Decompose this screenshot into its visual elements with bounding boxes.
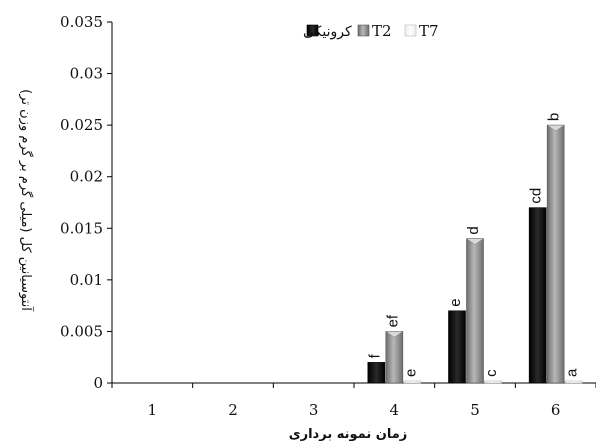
y-tick-label: 0.03 (70, 65, 103, 83)
bar-T7-5 (484, 380, 502, 384)
y-tick-label: 0.025 (60, 116, 103, 134)
legend: کرونیکی T2 T7 (303, 22, 439, 40)
bar-کرونیکی-6 (528, 207, 547, 384)
bar-cap (385, 331, 404, 338)
bar-T7-4 (403, 380, 422, 384)
significance-letter: d (465, 226, 482, 234)
bar-T2-6 (546, 124, 565, 384)
bar-کرونیکی-5 (448, 310, 466, 384)
y-tick-label: 0.02 (70, 168, 103, 186)
y-axis-title-group: آنتوسیانین کل (میلی گرم بر گرم وزن تر) (18, 89, 35, 312)
significance-letter: a (564, 368, 581, 377)
bar-T7-6 (564, 380, 583, 384)
significance-labels: f e cd ef d b e c a (366, 113, 580, 377)
significance-letter: e (402, 369, 419, 377)
significance-letter: cd (528, 188, 545, 204)
significance-letter: e (447, 298, 464, 306)
y-tick-label: 0.035 (60, 13, 103, 31)
bar-cap (465, 238, 485, 245)
bar-T2-5 (466, 238, 484, 384)
significance-letter: f (366, 353, 383, 358)
legend-label: کرونیکی (303, 24, 352, 40)
legend-swatch (306, 24, 319, 37)
legend-label: T7 (419, 22, 439, 40)
x-tick-label: 5 (470, 401, 480, 419)
x-ticks: 1 2 3 4 5 6 (111, 383, 596, 419)
significance-letter: c (483, 369, 500, 377)
legend-swatch (357, 24, 370, 37)
y-axis-title: آنتوسیانین کل (میلی گرم بر گرم وزن تر) (18, 89, 35, 312)
bar-cap (546, 124, 565, 132)
x-tick-label: 4 (390, 401, 400, 419)
x-tick-label: 2 (228, 401, 238, 419)
plot-area: 0 0.005 0.01 0.015 0.02 0.025 0.03 0.035 1 2 3 4 5 6… (60, 13, 596, 419)
legend-label: T2 (372, 22, 392, 40)
bars (367, 124, 583, 384)
x-tick-label: 3 (309, 401, 319, 419)
y-tick-label: 0.005 (60, 322, 103, 340)
bar-T2-4 (385, 331, 404, 384)
x-tick-label: 6 (551, 401, 561, 419)
x-axis-title: زمان نمونه برداری (289, 427, 408, 441)
y-tick-label: 0.015 (60, 219, 103, 237)
y-tick-label: 0 (93, 374, 103, 392)
bar-کرونیکی-4 (367, 362, 386, 384)
x-tick-label: 1 (148, 401, 158, 419)
y-ticks: 0 0.005 0.01 0.015 0.02 0.025 0.03 0.035 (60, 13, 112, 392)
y-tick-label: 0.01 (70, 271, 103, 289)
legend-swatch (404, 24, 417, 37)
significance-letter: b (546, 113, 563, 121)
significance-letter: ef (384, 314, 401, 327)
